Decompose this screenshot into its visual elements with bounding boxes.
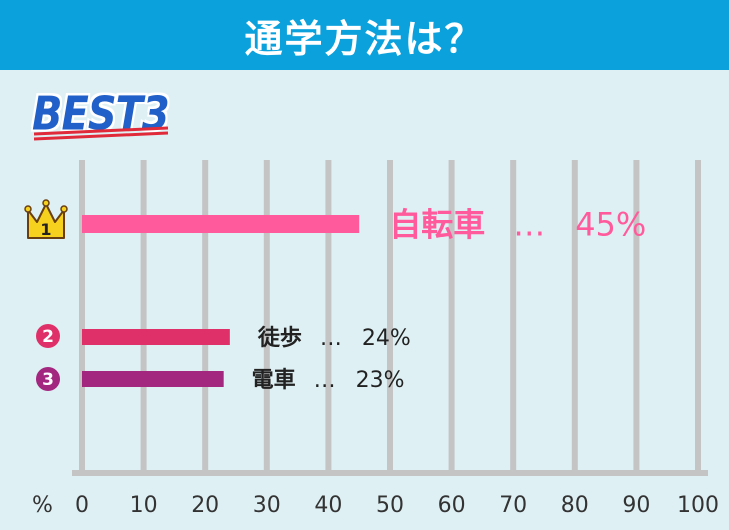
x-tick-label: 100 [677, 493, 719, 518]
x-tick-label: 0 [75, 493, 89, 518]
x-tick-label: 80 [561, 493, 589, 518]
bar-3 [82, 371, 224, 387]
category-label: 徒歩 [257, 325, 302, 351]
category-label: 自転車 [389, 206, 485, 244]
x-tick-label: 20 [191, 493, 219, 518]
rank-number-2: 2 [42, 327, 54, 347]
x-tick-label: 70 [499, 493, 527, 518]
x-unit-label: % [32, 493, 53, 518]
value-label: 45% [575, 206, 646, 244]
crown-icon: 1 [24, 199, 68, 239]
x-tick-label: 60 [438, 493, 466, 518]
bar-1 [82, 215, 360, 233]
rank-badge-2: 2 [36, 324, 60, 348]
x-tick-label: 10 [130, 493, 158, 518]
rank-number-3: 3 [42, 370, 54, 390]
value-label: 23% [356, 368, 405, 393]
rank-number-1: 1 [40, 220, 51, 239]
value-label: 24% [362, 326, 411, 351]
x-tick-label: 30 [253, 493, 281, 518]
separator-label: … [320, 326, 342, 351]
category-label: 電車 [252, 368, 296, 393]
rank-badge-3: 3 [36, 367, 60, 391]
page-title: 通学方法は？ [244, 16, 485, 61]
x-tick-label: 50 [376, 493, 404, 518]
x-tick-label: 90 [622, 493, 650, 518]
separator-label: … [314, 368, 336, 393]
header-bar: 通学方法は？ [0, 0, 729, 70]
best3-underline [33, 126, 169, 141]
x-tick-label: 40 [314, 493, 342, 518]
separator-label: … [513, 206, 545, 244]
bar-2 [82, 329, 230, 345]
